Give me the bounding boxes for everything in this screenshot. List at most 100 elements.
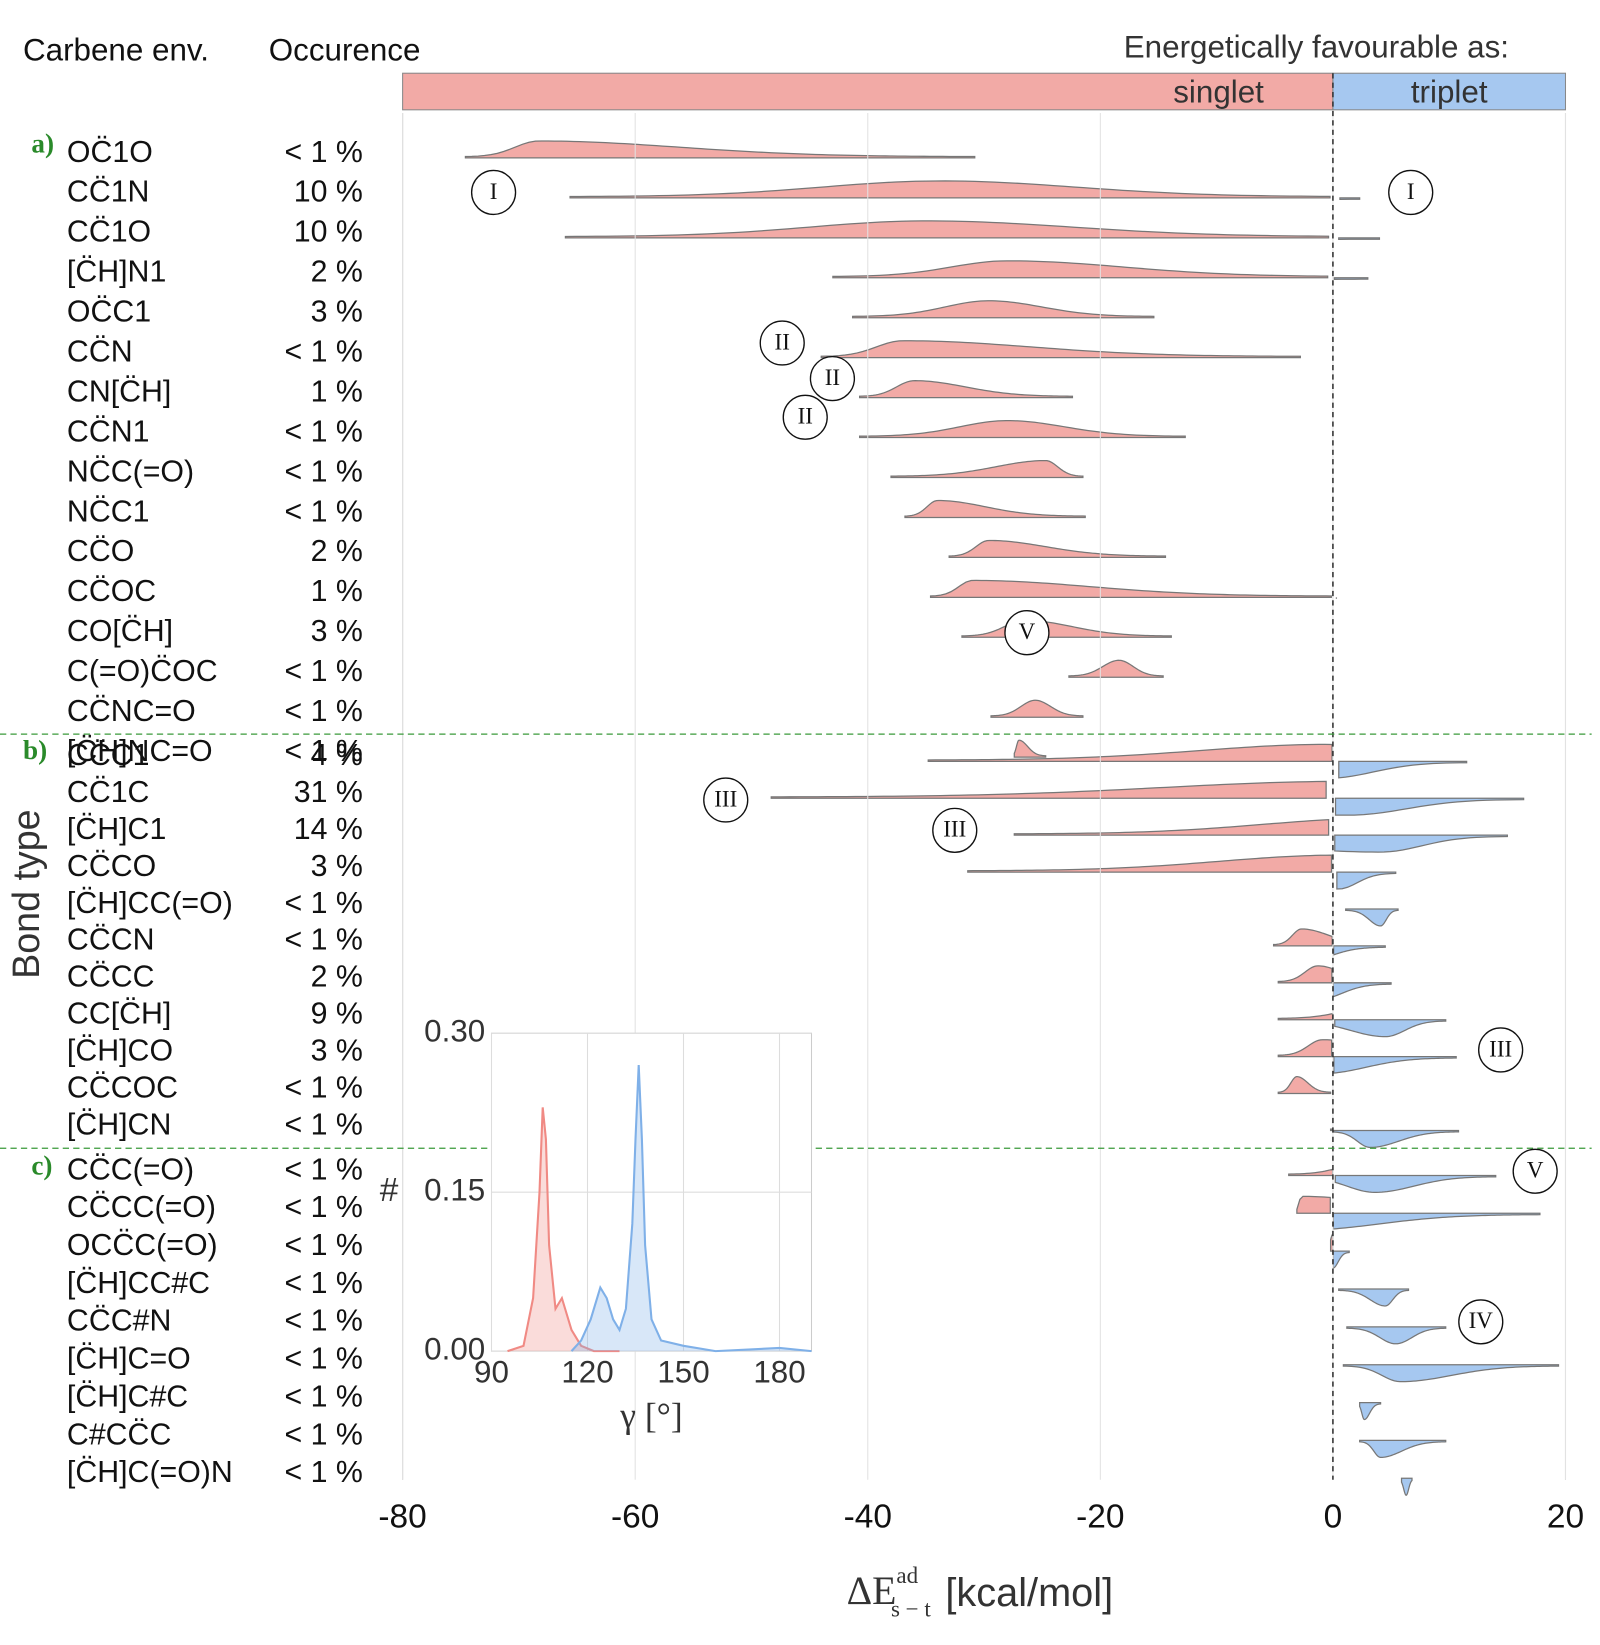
ridge-triplet [1334,797,1525,816]
ridge-triplet [1332,1212,1541,1230]
ridge-singlet [1277,1076,1332,1095]
occurrence: < 1 % [285,1380,363,1413]
occurrence: < 1 % [285,1108,363,1141]
column-header: Carbene env. [23,33,209,68]
row-label: [C̈H]C(=O)N [67,1456,233,1489]
x-tick-label: -60 [611,1498,659,1535]
occurrence: 3 % [311,850,363,883]
inset-x-tick-label: 90 [474,1354,509,1389]
annotation-circle [932,807,978,853]
annotation: III [943,817,966,842]
occurrence: < 1 % [285,1418,363,1451]
region-label: singlet [1173,74,1264,109]
ridge-triplet [1334,834,1508,853]
row-label: CC̈COC [67,1071,178,1104]
occurrence: < 1 % [285,1456,363,1489]
occurrence: 4 % [311,739,363,772]
row-label: CC̈NC=O [67,695,196,728]
occurrence: 10 % [294,216,363,249]
region-bar [402,72,1334,111]
ridge-triplet [1400,1477,1413,1496]
annotation-circle [759,320,805,366]
row-label: CC[C̈H] [67,998,171,1031]
inset-area [507,1107,620,1352]
inset-y-tick-label: 0.00 [424,1331,485,1366]
x-label-sup: ad [896,1563,918,1588]
occurrence: < 1 % [285,1267,363,1300]
ridge-triplet [1338,760,1468,779]
plot [464,140,1560,1496]
ridge-singlet [1288,1168,1334,1177]
inset-area [571,1065,812,1352]
ridge-triplet [1359,1439,1447,1458]
annotation-circle [470,169,517,216]
row-label: CC̈CC [67,961,155,994]
row-label: [C̈H]CN [67,1108,171,1141]
occurrence: 2 % [311,961,363,994]
legend-title: Energetically favourable as: [1124,29,1509,64]
column-header: Occurence [269,33,421,68]
y-axis-label: Bond type [5,809,47,978]
ridge-triplet [1339,197,1361,200]
row-label: CC̈C(=O) [67,1153,194,1186]
annotation: I [1407,179,1415,204]
row-label: NC̈C(=O) [67,455,194,488]
row-label: C(=O)C̈OC [67,655,218,688]
occurrence: 3 % [311,296,363,329]
ridge-triplet [1338,1288,1410,1307]
ridge-singlet [948,539,1167,559]
row-label: OCC̈C(=O) [67,1229,218,1262]
row-label: [C̈H]C1 [67,813,166,846]
ridge-triplet [1333,1129,1460,1149]
inset-y-tick-label: 0.15 [424,1172,485,1207]
ridge-singlet [1277,965,1333,984]
ridge-triplet [1332,945,1386,956]
row-label: CC̈CO [67,850,156,883]
annotation-circle [809,355,856,402]
ridge-triplet [1334,1019,1447,1038]
row-label: OC̈1O [67,136,153,169]
x-label-sub: s − t [891,1597,931,1622]
occurrence: < 1 % [285,136,363,169]
ridge-triplet [1338,237,1381,240]
group-label: c) [31,1150,52,1180]
annotation: V [1527,1158,1544,1183]
annotation-circle [1458,1299,1504,1345]
ridge-singlet [967,854,1333,873]
row-label: C#CC̈C [67,1418,171,1451]
ridge-triplet [1346,1326,1447,1345]
ridge-singlet [927,743,1333,762]
row-label: NC̈C1 [67,495,150,528]
x-tick-label: 0 [1324,1498,1343,1535]
inset-x-tick-label: 180 [753,1354,805,1389]
ridge-singlet [929,579,1332,598]
occurrence: < 1 % [285,1229,363,1262]
annotation-circle [1478,1027,1524,1073]
occurrence: 1 % [311,575,363,608]
annotation-circle [1512,1148,1558,1194]
x-tick-label: -20 [1076,1498,1124,1535]
ridge-singlet [858,419,1186,439]
occurrence: 14 % [294,813,363,846]
ridge-singlet [1013,819,1330,836]
occurrence: 1 % [311,375,363,408]
ridge-triplet [1333,277,1369,280]
annotation: III [714,786,737,811]
occurrence: 2 % [311,256,363,289]
ridge-triplet [1342,1364,1560,1383]
x-axis-label: ΔEad s − t [kcal/mol] [847,1563,1114,1621]
annotation: IV [1469,1308,1494,1333]
occurrence: 10 % [294,176,363,209]
annotation: II [825,365,840,390]
annotation: V [1019,619,1036,644]
ridge-singlet [1329,1128,1333,1132]
occurrence: 3 % [311,615,363,648]
row-label: CC̈1O [67,216,151,249]
row-label: CC̈CC(=O) [67,1191,216,1224]
annotation-circle [1388,169,1434,216]
region-bar [1332,72,1567,111]
occurrence: < 1 % [285,335,363,368]
annotation-circle [703,777,749,823]
row-label: OC̈C1 [67,296,151,329]
